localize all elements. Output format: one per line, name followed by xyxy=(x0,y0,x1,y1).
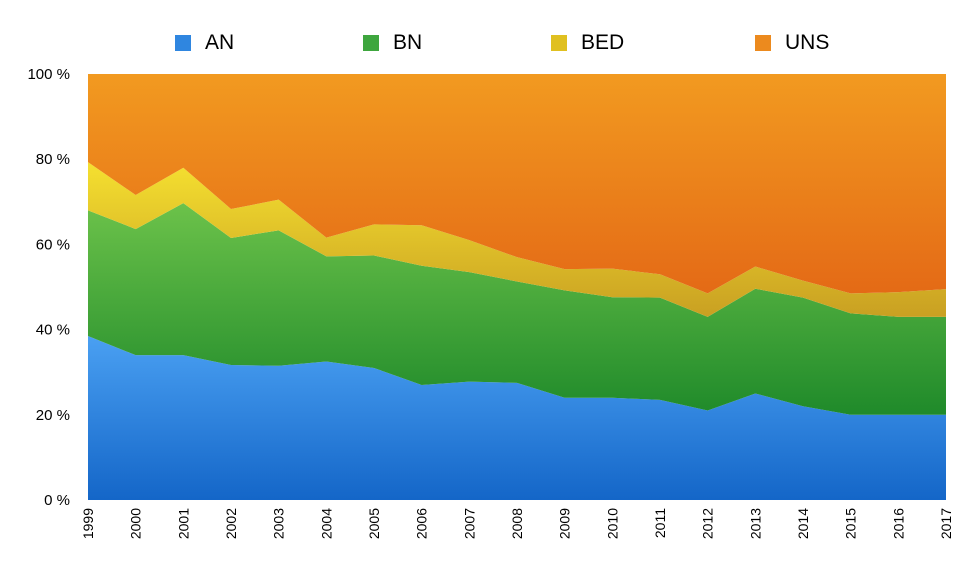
legend-item-uns: UNS xyxy=(755,30,829,56)
y-tick-label: 20 % xyxy=(36,407,70,424)
legend-swatch xyxy=(755,35,771,51)
area-bed xyxy=(88,162,946,317)
x-tick-label: 2001 xyxy=(175,508,191,539)
y-tick-label: 100 % xyxy=(27,66,70,83)
x-tick-label: 2010 xyxy=(604,508,620,539)
x-tick-label: 2003 xyxy=(271,508,287,539)
legend-label: AN xyxy=(205,31,235,54)
legend-label: BED xyxy=(581,31,625,54)
x-tick-label: 2002 xyxy=(223,508,239,539)
x-tick-label: 2013 xyxy=(747,508,763,539)
area-bn xyxy=(88,203,946,415)
legend-label: BN xyxy=(393,31,423,54)
x-tick-label: 2016 xyxy=(890,508,906,539)
legend-item-an: AN xyxy=(175,30,234,56)
area-an xyxy=(88,335,946,500)
x-tick-label: 2008 xyxy=(509,508,525,539)
legend-swatch xyxy=(551,35,567,51)
x-tick-label: 2007 xyxy=(461,508,477,539)
x-tick-label: 2011 xyxy=(652,508,668,538)
x-tick-label: 2000 xyxy=(128,508,144,539)
x-tick-label: 2015 xyxy=(843,508,859,539)
x-tick-label: 2006 xyxy=(414,508,430,539)
x-tick-label: 2012 xyxy=(700,508,716,539)
y-tick-label: 60 % xyxy=(36,236,70,253)
legend-item-bn: BN xyxy=(363,30,422,56)
x-tick-label: 2005 xyxy=(366,508,382,539)
y-tick-label: 40 % xyxy=(36,322,70,339)
y-tick-label: 80 % xyxy=(36,151,70,168)
legend-label: UNS xyxy=(785,31,830,54)
legend-item-bed: BED xyxy=(551,30,624,56)
legend-swatch xyxy=(175,35,191,51)
x-tick-label: 2009 xyxy=(557,508,573,539)
x-tick-label: 2014 xyxy=(795,508,811,539)
area-uns xyxy=(88,74,946,294)
x-tick-label: 2004 xyxy=(318,508,334,539)
y-tick-label: 0 % xyxy=(44,492,70,509)
x-tick-label: 1999 xyxy=(80,508,96,539)
x-tick-label: 2017 xyxy=(938,508,954,539)
legend-swatch xyxy=(363,35,379,51)
